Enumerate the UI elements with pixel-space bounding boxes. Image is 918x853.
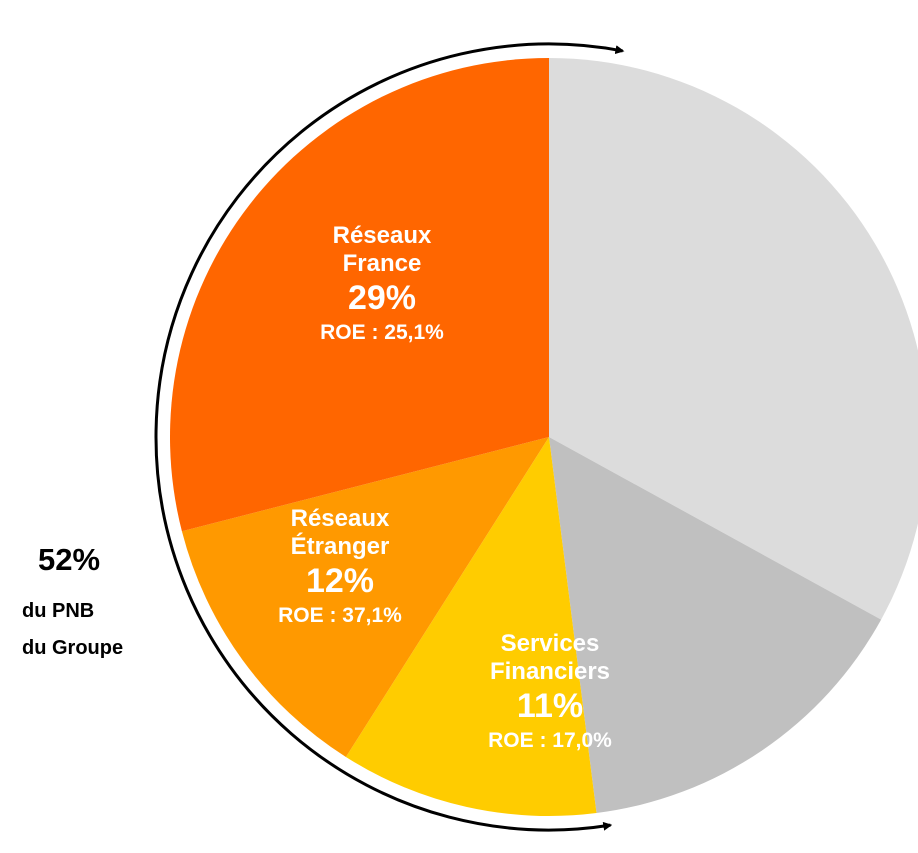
roe-label: ROE : 17,0% xyxy=(488,729,612,752)
side-percent: 52% xyxy=(38,542,101,577)
pie-slice xyxy=(170,58,549,532)
slice-label: Réseaux Étranger 12% ROE : 37,1% xyxy=(220,505,460,631)
value-label: 29% xyxy=(347,279,417,317)
category-label: Services Financiers xyxy=(489,630,611,685)
category-label: Réseaux Étranger xyxy=(290,505,390,560)
roe-label: ROE : 37,1% xyxy=(278,604,402,627)
pie-slice xyxy=(181,437,549,758)
value-label: 11% xyxy=(516,687,584,725)
bracket-arrow xyxy=(154,42,625,832)
pie xyxy=(170,58,918,816)
pie-slice xyxy=(549,58,918,620)
side-text: du PNB xyxy=(22,600,95,622)
value-label: 12% xyxy=(305,562,375,600)
side-text: du Groupe xyxy=(22,637,124,659)
pie-slice xyxy=(549,437,882,814)
roe-label: ROE : 25,1% xyxy=(320,321,444,344)
pie-slice xyxy=(345,437,597,816)
slice-label: Services Financiers 11% ROE : 17,0% xyxy=(430,630,670,756)
category-label: Réseaux France xyxy=(332,222,432,277)
slice-label: Réseaux France 29% ROE : 25,1% xyxy=(262,222,502,348)
